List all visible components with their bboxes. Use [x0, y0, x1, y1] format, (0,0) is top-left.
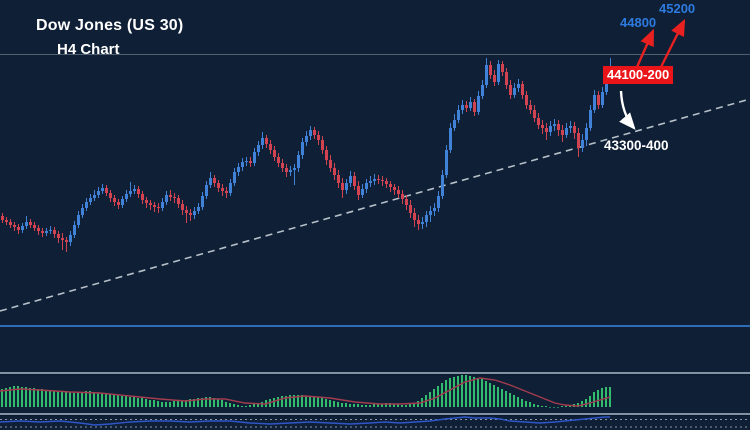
chart-subtitle: H4 Chart — [57, 41, 120, 58]
price-target-lower-label: 44800 — [620, 15, 657, 30]
resistance-zone-label: 44100-200 — [603, 66, 674, 84]
price-target-upper-label: 45200 — [659, 1, 696, 16]
trendline-support-label: 43300-400 — [604, 138, 669, 153]
chart-title: Dow Jones (US 30) — [36, 17, 184, 34]
